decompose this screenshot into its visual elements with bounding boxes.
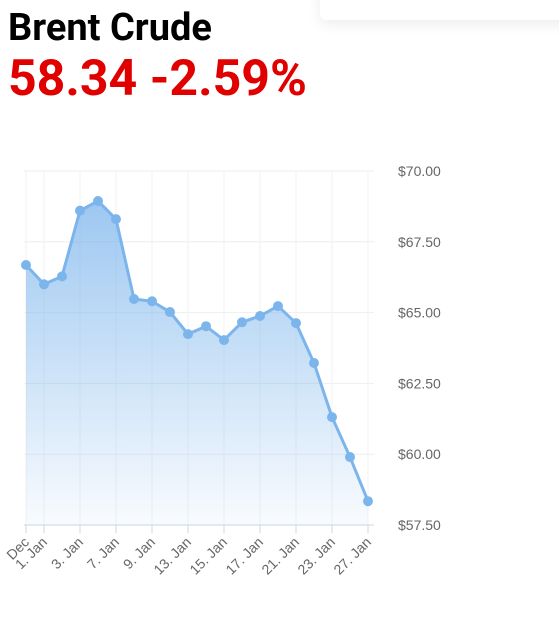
x-tick-label: 3. Jan [48, 534, 86, 572]
point [39, 279, 49, 290]
point [219, 335, 229, 346]
point [273, 301, 283, 312]
quote: 58.34 -2.59% [8, 50, 307, 108]
point [21, 260, 31, 271]
x-tick-label: 13. Jan [150, 534, 194, 578]
point [111, 214, 121, 225]
card-shadow [320, 0, 559, 20]
point [363, 496, 373, 507]
x-tick-label: 17. Jan [222, 534, 266, 578]
point [309, 358, 319, 369]
point [57, 271, 67, 282]
point [165, 307, 175, 318]
x-tick-label: 27. Jan [330, 534, 374, 578]
point [75, 205, 85, 216]
x-tick-label: 23. Jan [294, 534, 338, 578]
y-tick-label: $62.50 [398, 375, 441, 391]
point [201, 321, 211, 332]
point [327, 412, 337, 423]
point [255, 310, 265, 321]
y-tick-label: $57.50 [398, 517, 441, 533]
x-tick-label: 7. Jan [84, 534, 122, 572]
title: Brent Crude [8, 6, 212, 50]
price: 58.34 [8, 50, 138, 108]
point [183, 329, 193, 340]
point [147, 296, 157, 307]
point [129, 294, 139, 305]
x-tick-label: 15. Jan [186, 534, 230, 578]
point [345, 452, 355, 463]
point [237, 317, 247, 328]
point [93, 196, 103, 207]
x-tick-label: 21. Jan [258, 534, 302, 578]
change: -2.59% [149, 50, 307, 108]
y-tick-label: $70.00 [398, 163, 441, 179]
area-fill [26, 201, 368, 525]
y-tick-label: $60.00 [398, 446, 441, 462]
point [291, 318, 301, 329]
y-tick-label: $65.00 [398, 305, 441, 321]
y-tick-label: $67.50 [398, 234, 441, 250]
